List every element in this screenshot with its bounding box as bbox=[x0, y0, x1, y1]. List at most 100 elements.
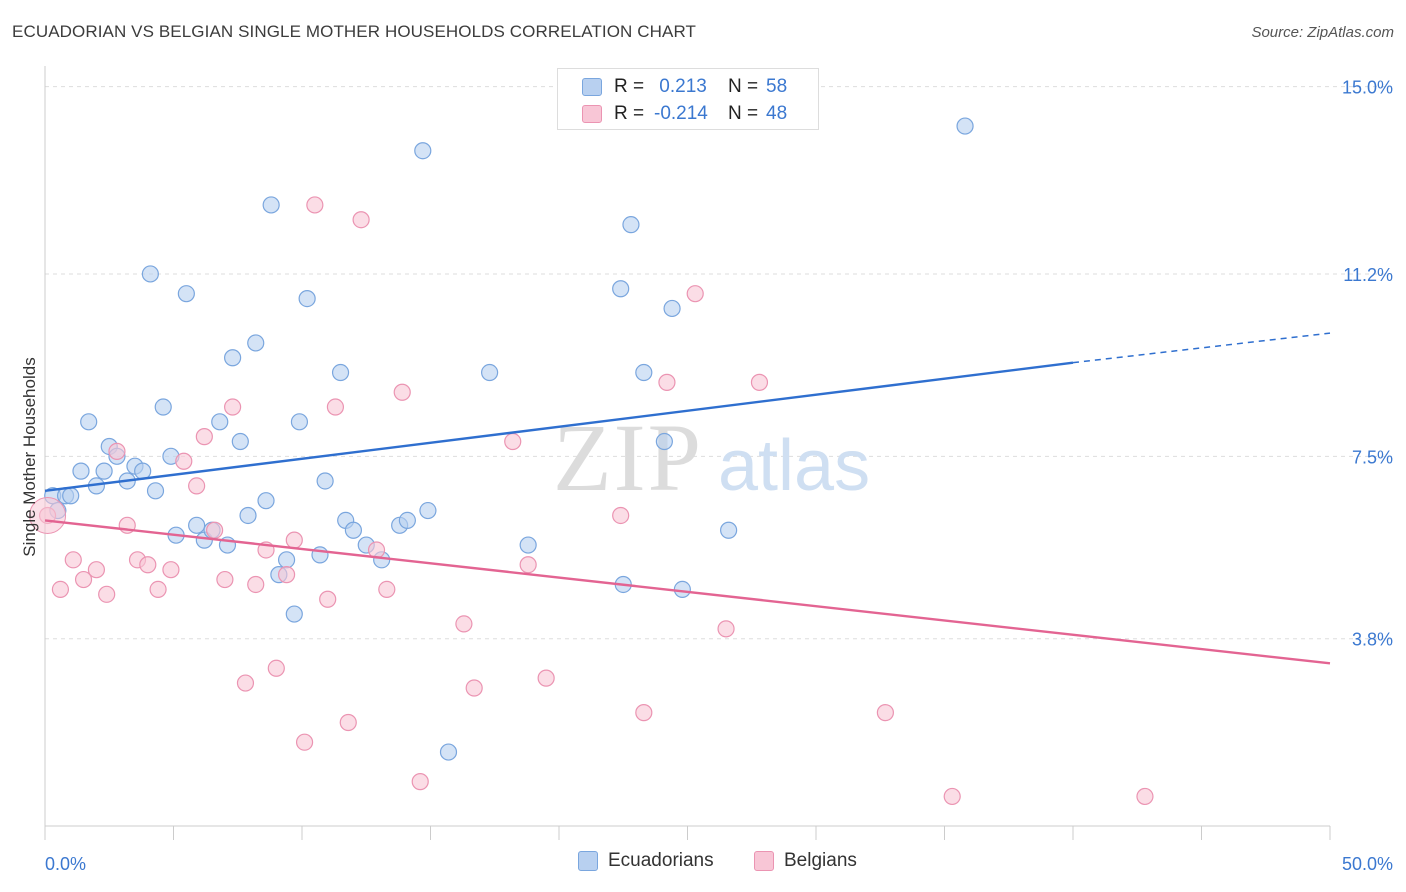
ecuadorian-point bbox=[439, 743, 458, 761]
ecuadorians-trend-extension bbox=[1072, 332, 1331, 364]
ecuadorian-point bbox=[331, 363, 350, 382]
ecuadorian-point bbox=[655, 432, 673, 451]
data-points bbox=[29, 117, 1154, 806]
belgian-point bbox=[195, 428, 213, 446]
legend-r-label: R = bbox=[614, 76, 645, 97]
bottom-legend-label: Ecuadorians bbox=[608, 850, 714, 871]
ecuadorian-point bbox=[398, 511, 416, 530]
belgians-trend-line bbox=[44, 519, 1331, 665]
belgian-point bbox=[247, 575, 265, 594]
ecuadorian-point bbox=[239, 506, 257, 525]
ecuadorian-point bbox=[720, 521, 738, 539]
belgian-point bbox=[87, 561, 106, 579]
x-tick-label: 0.0% bbox=[45, 854, 86, 874]
legend-row-ecuadorians: R = 0.213 N = 58 bbox=[582, 74, 787, 100]
ecuadorian-point bbox=[95, 462, 113, 480]
belgian-point bbox=[149, 580, 167, 599]
ecuadorians-swatch bbox=[582, 78, 602, 96]
belgian-point bbox=[876, 704, 894, 722]
belgian-point bbox=[74, 570, 93, 589]
y-tick-label: 11.2% bbox=[1343, 265, 1393, 285]
belgian-point bbox=[686, 285, 704, 303]
y-axis-label: Single Mother Households bbox=[20, 357, 39, 557]
bottom-legend-belgians: Belgians bbox=[754, 850, 857, 872]
belgian-point bbox=[504, 432, 522, 451]
ecuadorian-point bbox=[247, 334, 265, 352]
ecuadorian-point bbox=[154, 398, 172, 416]
belgian-point bbox=[352, 211, 370, 229]
belgian-point bbox=[295, 733, 314, 751]
ecuadorian-point bbox=[612, 280, 630, 298]
belgian-point bbox=[216, 570, 234, 589]
ecuadorian-point bbox=[635, 363, 653, 382]
bottom-legend-ecuadorians: Ecuadorians bbox=[578, 850, 714, 872]
legend-row-belgians: R = -0.214 N = 48 bbox=[582, 101, 787, 127]
ecuadorian-point bbox=[62, 487, 80, 505]
chart-title: ECUADORIAN VS BELGIAN SINGLE MOTHER HOUS… bbox=[12, 22, 697, 41]
belgian-point bbox=[319, 590, 337, 608]
ecuadorian-point bbox=[519, 536, 537, 554]
ecuadorian-point bbox=[146, 482, 165, 500]
y-tick-label: 15.0% bbox=[1342, 78, 1393, 98]
ecuadorians-swatch bbox=[578, 851, 598, 871]
belgian-point bbox=[1136, 787, 1154, 806]
ecuadorian-point bbox=[316, 472, 334, 490]
watermark-zip: ZIP bbox=[553, 404, 703, 511]
belgian-point bbox=[108, 442, 126, 460]
belgian-point bbox=[411, 773, 429, 791]
tick-labels: 3.8% 7.5% 11.2% 15.0% 0.0% 50.0% bbox=[45, 78, 1393, 874]
ecuadorian-point bbox=[298, 289, 316, 308]
belgian-point bbox=[64, 551, 82, 569]
y-tick-label: 3.8% bbox=[1352, 630, 1393, 650]
belgian-point bbox=[51, 580, 70, 599]
legend-r-value: -0.214 bbox=[654, 103, 708, 124]
ecuadorian-point bbox=[262, 196, 280, 214]
belgian-point bbox=[455, 615, 473, 633]
ecuadorian-point bbox=[285, 605, 303, 623]
belgian-point bbox=[29, 496, 67, 534]
legend-n-label: N = bbox=[728, 103, 759, 124]
belgian-point bbox=[98, 585, 116, 603]
belgian-point bbox=[465, 679, 483, 697]
ecuadorians-trend-line bbox=[44, 361, 1074, 493]
belgian-point bbox=[393, 383, 411, 401]
y-tick-label: 7.5% bbox=[1352, 447, 1393, 467]
watermark-atlas: atlas bbox=[718, 426, 870, 506]
bottom-legend-label: Belgians bbox=[784, 850, 857, 871]
legend-n-value: 48 bbox=[766, 103, 788, 124]
ecuadorian-point bbox=[72, 462, 90, 480]
legend-n-label: N = bbox=[728, 76, 759, 97]
belgian-point bbox=[206, 521, 224, 539]
ecuadorian-point bbox=[956, 117, 974, 135]
legend-r-value: 0.213 bbox=[654, 76, 707, 97]
belgian-point bbox=[378, 580, 396, 599]
ecuadorian-point bbox=[344, 521, 362, 539]
belgian-point bbox=[612, 506, 630, 525]
belgian-point bbox=[236, 674, 255, 692]
belgians-swatch bbox=[582, 105, 602, 123]
ecuadorian-point bbox=[622, 216, 640, 234]
belgian-point bbox=[285, 531, 303, 549]
grid-lines bbox=[45, 86, 1392, 640]
belgian-point bbox=[277, 566, 296, 584]
ecuadorian-point bbox=[290, 413, 309, 431]
ecuadorian-point bbox=[134, 462, 152, 480]
belgian-point bbox=[519, 556, 537, 574]
ecuadorian-point bbox=[419, 501, 437, 520]
ecuadorian-point bbox=[80, 413, 98, 431]
ecuadorian-point bbox=[414, 142, 432, 160]
legend-r-label: R = bbox=[614, 103, 645, 124]
belgians-swatch bbox=[754, 851, 774, 871]
belgian-point bbox=[306, 196, 324, 214]
belgian-point bbox=[139, 556, 157, 574]
belgian-point bbox=[339, 713, 357, 732]
belgian-point bbox=[162, 561, 180, 579]
belgian-point bbox=[635, 704, 653, 722]
ecuadorian-point bbox=[277, 551, 296, 569]
ecuadorian-point bbox=[177, 285, 195, 303]
x-tick-label: 50.0% bbox=[1342, 854, 1393, 874]
belgian-point bbox=[175, 452, 193, 470]
ecuadorian-point bbox=[663, 299, 681, 318]
axes bbox=[44, 66, 1331, 840]
ecuadorian-point bbox=[188, 516, 206, 534]
